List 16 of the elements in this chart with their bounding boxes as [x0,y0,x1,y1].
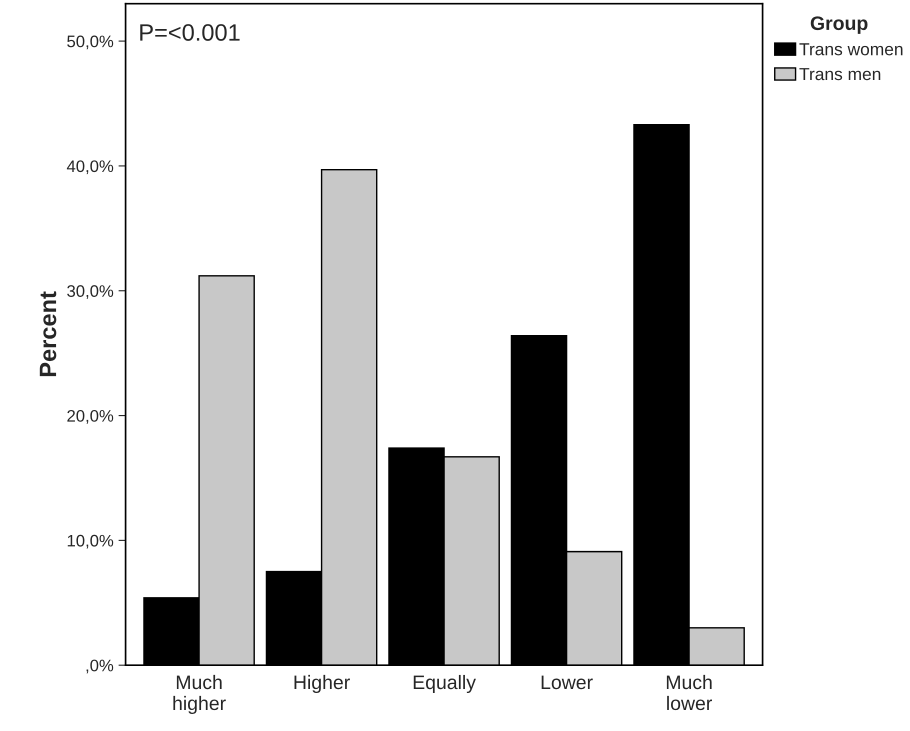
legend-label: Trans women [799,43,902,56]
y-axis-title: Percent [40,291,56,376]
y-tick-label: 30,0% [67,285,114,299]
annotation: P=<0.001 [140,24,240,41]
y-tick-label: 50,0% [67,36,114,50]
x-tick-label: Much higher [173,674,226,714]
y-tick-label: 20,0% [67,410,114,424]
x-tick-label: Lower [542,676,593,690]
x-tick-label: Higher [294,674,350,694]
x-tick-label: Equally [414,674,476,694]
y-tick-label: 10,0% [68,534,114,549]
legend-label: Trans men [799,68,880,80]
y-tick-label: 40,0% [66,160,114,174]
y-tick-label: ,0% [86,660,114,674]
legend-title: Group [810,16,868,34]
x-tick-label: Much lower [666,674,712,710]
